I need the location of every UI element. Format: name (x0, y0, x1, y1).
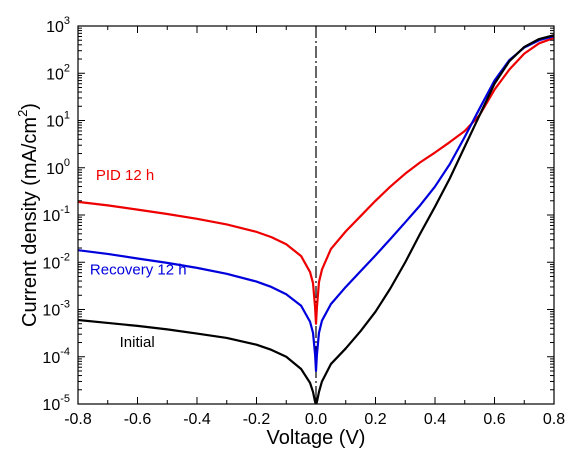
y-tick-exponent: -1 (60, 204, 70, 216)
y-tick-exponent: -4 (60, 346, 70, 358)
y-tick-base: 10 (42, 208, 60, 225)
y-tick-exponent: -5 (60, 393, 70, 405)
y-tick-base: 10 (42, 350, 60, 367)
x-tick-label: 0.2 (364, 411, 386, 428)
label-layer: -0.8 -0.6 -0.4 -0.2 0.0 0.2 0.4 0.6 0.810-510-41… (15, 15, 565, 449)
series-line-0 (78, 36, 554, 325)
y-tick-label: 102 (46, 62, 70, 83)
y-tick-label: 10-5 (42, 393, 70, 414)
y-tick-label: 10-1 (42, 204, 70, 225)
x-tick-label: -0.4 (183, 411, 211, 428)
y-axis-title: Current density (mA/cm2) (15, 103, 41, 327)
y-axis-title-main: Current density (mA/cm (19, 117, 41, 327)
x-tick-label: 0.6 (483, 411, 505, 428)
series-label-2: Initial (120, 334, 155, 351)
y-tick-base: 10 (46, 114, 64, 131)
y-tick-label: 103 (46, 15, 70, 36)
x-tick-label: 0.8 (543, 411, 565, 428)
y-tick-label: 101 (46, 110, 70, 131)
y-tick-exponent: -3 (60, 299, 70, 311)
y-tick-label: 10-3 (42, 299, 70, 320)
y-tick-base: 10 (42, 303, 60, 320)
axis-layer (77, 25, 555, 405)
y-tick-exponent: -2 (60, 251, 70, 263)
series-label-0: PID 12 h (96, 167, 154, 184)
series-line-1 (78, 35, 554, 373)
y-tick-exponent: 1 (64, 110, 70, 122)
x-tick-label: 0.0 (305, 411, 327, 428)
x-tick-label: 0.4 (424, 411, 446, 428)
y-tick-label: 10-2 (42, 251, 70, 272)
plot-layer (78, 26, 554, 404)
y-tick-exponent: 0 (64, 157, 70, 169)
y-axis-title-close: ) (19, 103, 41, 110)
x-tick-label: -0.8 (64, 411, 92, 428)
y-tick-base: 10 (42, 397, 60, 414)
y-tick-exponent: 3 (64, 15, 70, 27)
y-axis-title-sup: 2 (15, 110, 30, 117)
x-axis-title: Voltage (V) (267, 427, 366, 449)
series-label-1: Recovery 12 h (90, 262, 187, 279)
y-tick-base: 10 (42, 255, 60, 272)
y-tick-base: 10 (46, 161, 64, 178)
y-tick-base: 10 (46, 19, 64, 36)
y-tick-label: 100 (46, 157, 70, 178)
x-tick-label: -0.2 (243, 411, 271, 428)
y-tick-base: 10 (46, 66, 64, 83)
y-tick-label: 10-4 (42, 346, 70, 367)
series-line-2 (78, 34, 554, 404)
x-tick-label: -0.6 (124, 411, 152, 428)
y-tick-exponent: 2 (64, 62, 70, 74)
